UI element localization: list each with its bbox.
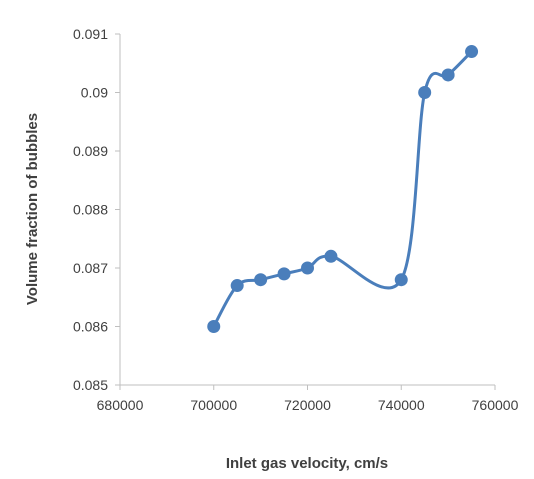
data-point [441, 68, 455, 82]
y-tick-label: 0.087 [73, 260, 108, 276]
x-tick-label: 720000 [284, 397, 331, 413]
x-tick-label: 680000 [97, 397, 144, 413]
data-point [207, 320, 221, 333]
data-point [324, 249, 338, 263]
data-point [301, 261, 314, 275]
series-line [212, 50, 474, 328]
data-point [277, 267, 291, 281]
y-tick-label: 0.085 [73, 377, 108, 393]
data-point [465, 45, 479, 59]
x-tick-labels: 680000 700000 720000 740000 760000 [97, 385, 519, 413]
series-layer [207, 45, 479, 333]
y-tick-label: 0.091 [73, 26, 108, 42]
x-axis-title: Inlet gas velocity, cm/s [226, 455, 388, 472]
data-point [418, 86, 432, 99]
x-tick-label: 700000 [190, 397, 237, 413]
x-tick-label: 740000 [378, 397, 425, 413]
y-tick-label: 0.086 [73, 319, 108, 335]
data-point [230, 279, 244, 293]
y-axis-title: Volume fraction of bubbles [24, 113, 41, 305]
data-point [254, 273, 268, 287]
axes [119, 34, 495, 386]
y-tick-labels: 0.085 0.086 0.087 0.088 0.089 0.09 0.091 [73, 26, 120, 393]
data-point [394, 273, 408, 287]
y-tick-label: 0.089 [73, 143, 108, 159]
x-tick-label: 760000 [472, 397, 519, 413]
y-tick-label: 0.088 [73, 202, 108, 218]
y-tick-label: 0.09 [81, 85, 108, 101]
